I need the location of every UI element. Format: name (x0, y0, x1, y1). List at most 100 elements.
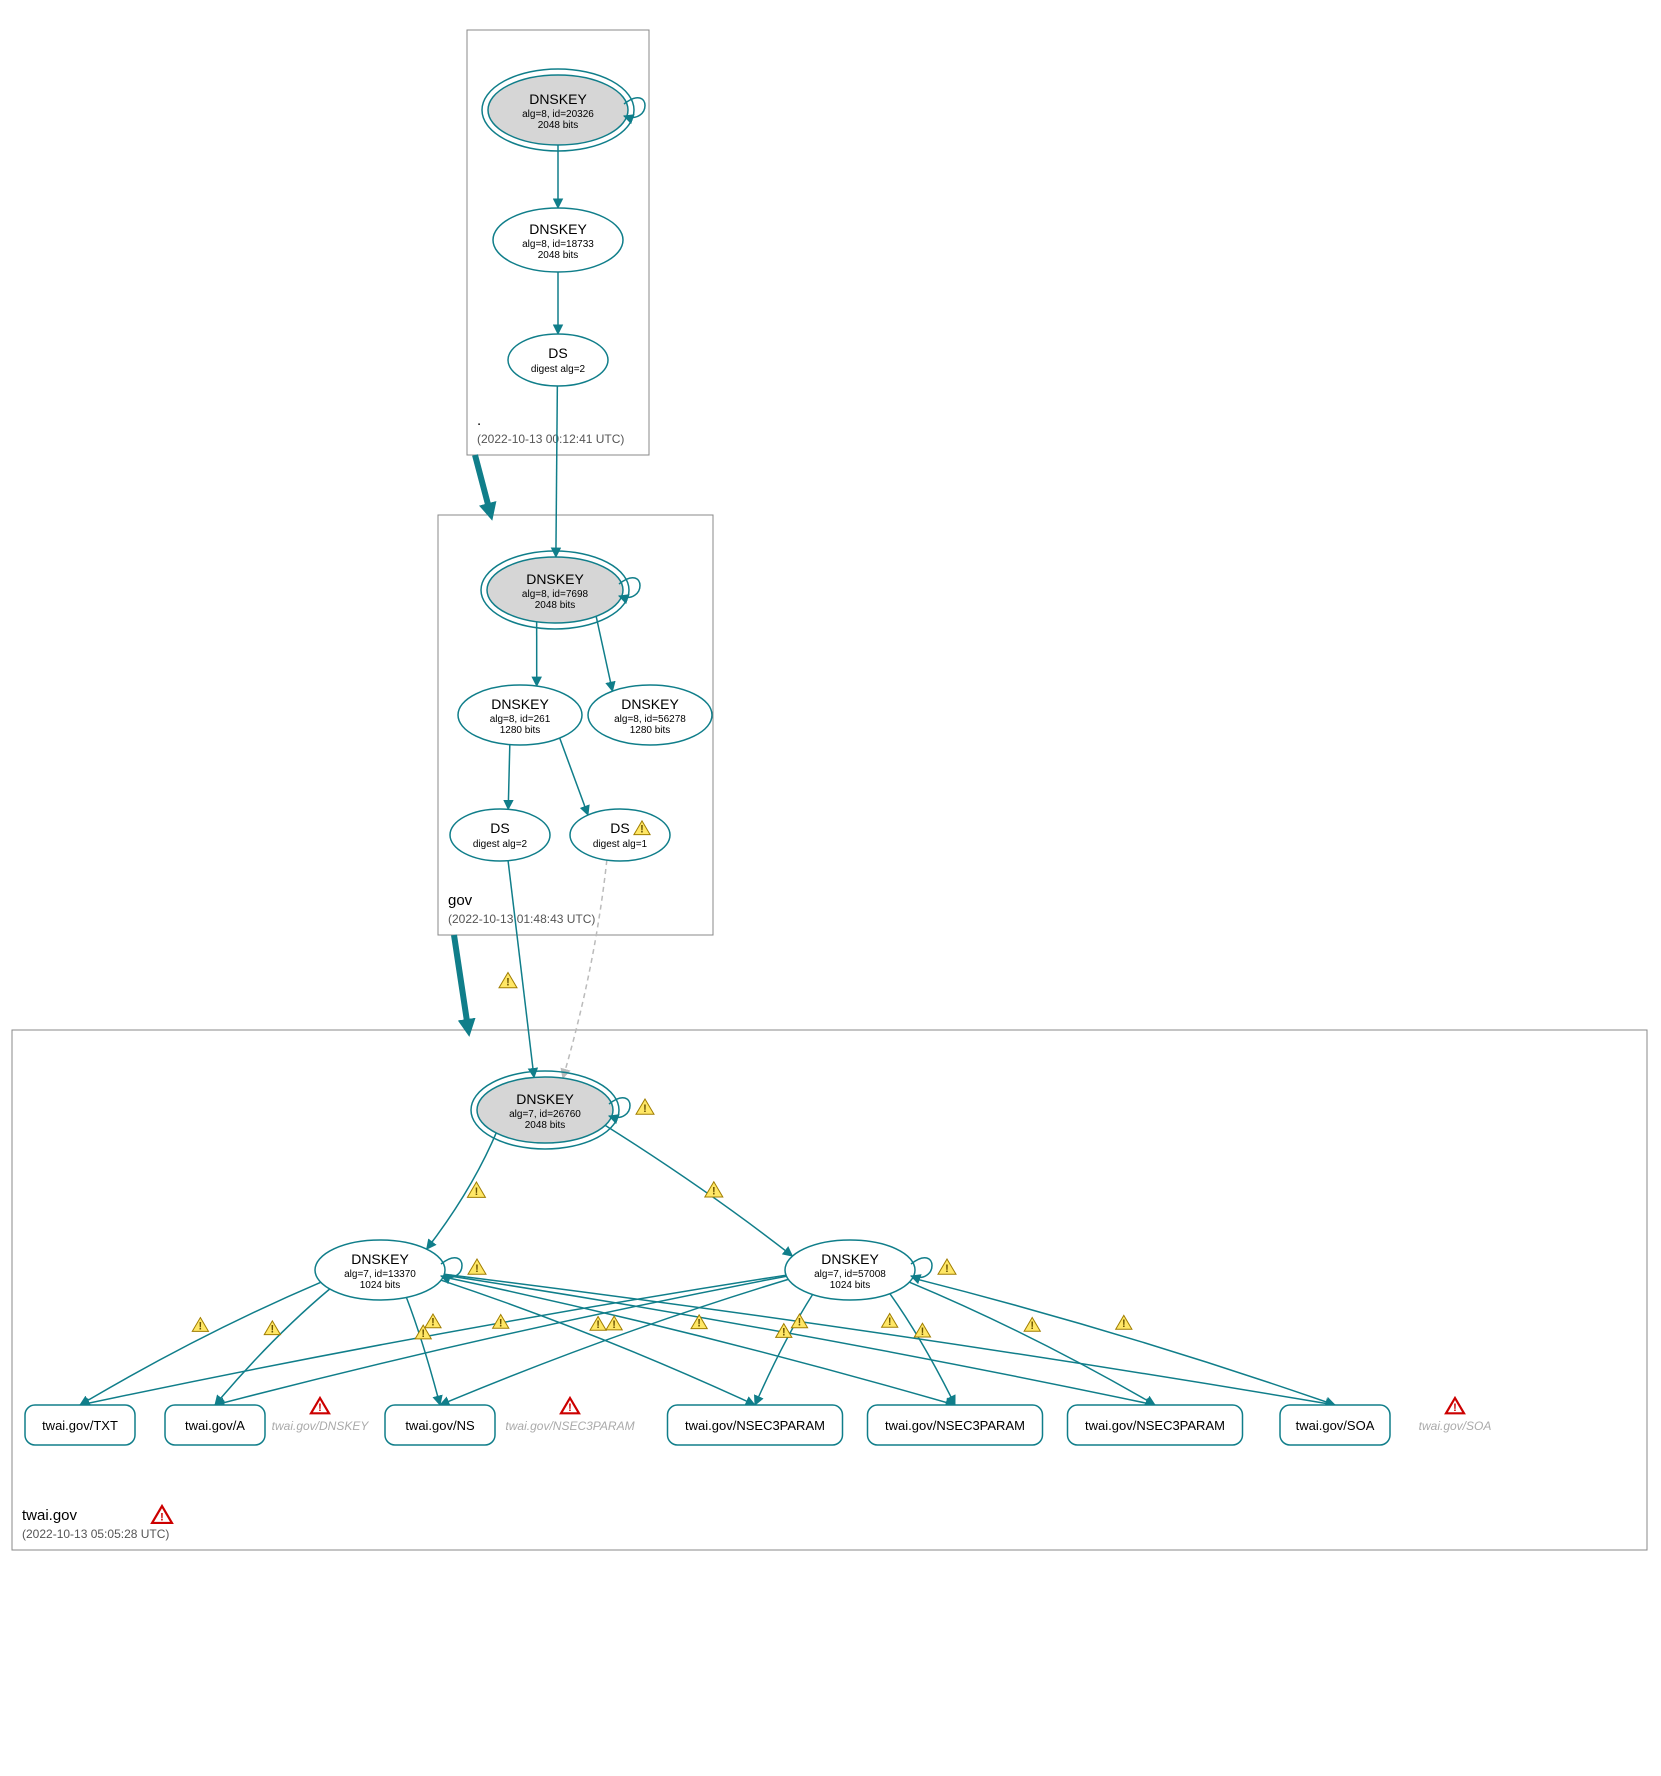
edge-twai_zsk2-rr_txt (80, 1275, 786, 1405)
svg-text:gov: gov (448, 892, 473, 909)
svg-text:twai.gov/A: twai.gov/A (185, 1418, 245, 1433)
svg-text:DS: DS (490, 820, 509, 836)
svg-text:!: ! (643, 1103, 647, 1115)
svg-text:twai.gov/SOA: twai.gov/SOA (1296, 1418, 1375, 1433)
error-icon: ! (561, 1398, 579, 1414)
svg-text:digest alg=2: digest alg=2 (473, 839, 528, 850)
svg-text:(2022-10-13 00:12:41 UTC): (2022-10-13 00:12:41 UTC) (477, 432, 624, 446)
svg-text:!: ! (945, 1263, 949, 1275)
edge-gov_ds2-twai_ksk (563, 860, 607, 1078)
svg-text:twai.gov/NS: twai.gov/NS (405, 1418, 475, 1433)
svg-text:twai.gov/NSEC3PARAM: twai.gov/NSEC3PARAM (685, 1418, 825, 1433)
svg-text:!: ! (431, 1317, 435, 1329)
svg-text:DNSKEY: DNSKEY (516, 1091, 574, 1107)
svg-text:!: ! (921, 1326, 925, 1338)
edge-gov_ksk-gov_zsk2 (596, 616, 612, 691)
node-twai_zsk1: DNSKEY alg=7, id=133701024 bits (315, 1240, 462, 1300)
svg-text:digest alg=2: digest alg=2 (531, 364, 586, 375)
warning-icon: ! (636, 1099, 654, 1115)
svg-text:alg=8, id=7698: alg=8, id=7698 (522, 589, 589, 600)
node-gov_ksk: DNSKEYalg=8, id=76982048 bits (481, 551, 640, 629)
error-icon: ! (311, 1398, 329, 1414)
node-twai_zsk2: DNSKEY alg=7, id=570081024 bits (785, 1240, 932, 1300)
svg-text:alg=7, id=26760: alg=7, id=26760 (509, 1109, 581, 1120)
svg-text:alg=7, id=57008: alg=7, id=57008 (814, 1269, 886, 1280)
node-gov_ds1: DS digest alg=2 (450, 809, 550, 861)
node-root_ksk: DNSKEY alg=8, id=203262048 bits (482, 69, 645, 151)
edge-twai_zsk2-rr_soa (913, 1278, 1335, 1405)
svg-text:DS: DS (610, 820, 629, 836)
svg-text:!: ! (782, 1326, 786, 1338)
warning-icon: ! (938, 1259, 956, 1275)
svg-text:digest alg=1: digest alg=1 (593, 839, 648, 850)
edge-gov_ds1-twai_ksk (508, 861, 534, 1078)
svg-text:alg=8, id=18733: alg=8, id=18733 (522, 239, 594, 250)
warning-icon: ! (192, 1318, 208, 1333)
svg-text:2048 bits: 2048 bits (525, 1120, 566, 1131)
svg-text:!: ! (1453, 1402, 1457, 1414)
warning-icon: ! (499, 973, 517, 989)
svg-text:DNSKEY: DNSKEY (351, 1251, 409, 1267)
edge-twai_zsk1-rr_n3p3 (444, 1275, 1155, 1405)
warning-icon: ! (264, 1321, 280, 1336)
svg-text:!: ! (612, 1319, 616, 1331)
dnssec-diagram: . (2022-10-13 00:12:41 UTC) gov (2022-10-13… (0, 0, 1661, 1776)
svg-text:!: ! (506, 977, 510, 989)
svg-text:(2022-10-13 01:48:43 UTC): (2022-10-13 01:48:43 UTC) (448, 912, 595, 926)
svg-text:twai.gov/NSEC3PARAM: twai.gov/NSEC3PARAM (885, 1418, 1025, 1433)
svg-text:!: ! (475, 1263, 479, 1275)
svg-text:!: ! (1030, 1320, 1034, 1332)
node-gov_zsk2: DNSKEYalg=8, id=562781280 bits (588, 685, 712, 745)
svg-text:!: ! (697, 1318, 701, 1330)
warning-icon: ! (705, 1182, 723, 1198)
svg-text:DNSKEY: DNSKEY (491, 696, 549, 712)
svg-text:!: ! (888, 1316, 892, 1328)
edge-twai_zsk2-rr_a (215, 1276, 786, 1405)
edge-twai_zsk1-rr_a (215, 1289, 330, 1405)
rr-err-rr_n3p_err: twai.gov/NSEC3PARAM (505, 1419, 634, 1433)
edge-gov_zsk1-gov_ds2 (560, 738, 588, 815)
svg-text:.: . (477, 412, 481, 429)
warning-icon: ! (468, 1259, 486, 1275)
edge-twai_ksk-twai_zsk1 (427, 1133, 497, 1249)
svg-text:!: ! (640, 824, 644, 836)
warning-icon: ! (425, 1314, 441, 1329)
svg-text:!: ! (271, 1324, 275, 1336)
svg-text:DNSKEY: DNSKEY (821, 1251, 879, 1267)
svg-text:alg=7, id=13370: alg=7, id=13370 (344, 1269, 416, 1280)
svg-text:!: ! (318, 1402, 322, 1414)
svg-text:!: ! (160, 1511, 164, 1523)
edge-twai_zsk2-rr_n3p2 (890, 1294, 955, 1405)
node-gov_zsk1: DNSKEYalg=8, id=2611280 bits (458, 685, 582, 745)
svg-text:!: ! (712, 1186, 716, 1198)
svg-text:twai.gov: twai.gov (22, 1507, 78, 1524)
edge-root_ds-gov_ksk (556, 386, 557, 557)
node-gov_ds2: DS digest alg=1 (570, 809, 670, 861)
svg-text:DNSKEY: DNSKEY (621, 696, 679, 712)
svg-text:twai.gov/NSEC3PARAM: twai.gov/NSEC3PARAM (1085, 1418, 1225, 1433)
node-root_zsk: DNSKEYalg=8, id=187332048 bits (493, 208, 623, 272)
delegation-edge (475, 455, 490, 512)
svg-text:1024 bits: 1024 bits (360, 1280, 401, 1291)
svg-text:1280 bits: 1280 bits (630, 725, 671, 736)
error-icon: ! (152, 1506, 172, 1523)
svg-text:2048 bits: 2048 bits (538, 120, 579, 131)
svg-text:DNSKEY: DNSKEY (529, 91, 587, 107)
svg-text:2048 bits: 2048 bits (538, 250, 579, 261)
edge-gov_zsk1-gov_ds1 (508, 745, 510, 810)
svg-text:alg=8, id=20326: alg=8, id=20326 (522, 109, 594, 120)
svg-text:!: ! (568, 1402, 572, 1414)
warning-icon: ! (914, 1323, 930, 1338)
svg-text:!: ! (475, 1186, 479, 1198)
warning-icon: ! (1116, 1315, 1132, 1330)
delegation-edge (454, 935, 468, 1028)
edges-layer (80, 145, 1335, 1405)
svg-text:DS: DS (548, 345, 567, 361)
svg-text:alg=8, id=261: alg=8, id=261 (490, 714, 551, 725)
svg-text:DNSKEY: DNSKEY (526, 571, 584, 587)
edge-twai_zsk2-rr_n3p1 (755, 1295, 813, 1405)
warning-icon: ! (1024, 1317, 1040, 1332)
svg-text:1024 bits: 1024 bits (830, 1280, 871, 1291)
svg-text:!: ! (1122, 1318, 1126, 1330)
svg-text:!: ! (199, 1320, 203, 1332)
